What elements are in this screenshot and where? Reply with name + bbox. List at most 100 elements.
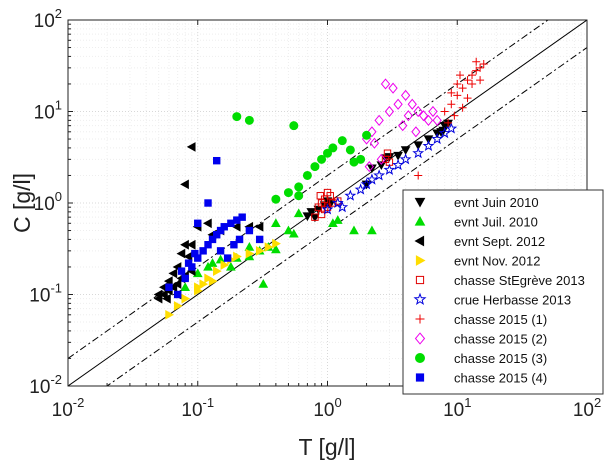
data-point	[376, 153, 386, 165]
data-point	[191, 249, 199, 258]
data-point	[306, 208, 317, 217]
data-point	[173, 290, 182, 299]
legend: evnt Juin 2010 evnt Juil. 2010 evnt Sept. …	[402, 189, 604, 395]
data-point	[432, 114, 442, 126]
data-point	[356, 154, 366, 164]
data-point	[455, 71, 464, 80]
y-tick-label: 102	[34, 6, 62, 32]
legend-label: chasse StEgrève 2013	[454, 273, 585, 288]
data-point	[393, 98, 403, 110]
data-point	[208, 235, 217, 244]
data-point	[413, 141, 424, 151]
data-point	[177, 267, 186, 275]
data-point	[199, 279, 209, 289]
data-point	[220, 260, 230, 270]
reference-line	[68, 20, 549, 359]
data-point	[172, 279, 182, 289]
data-point	[380, 78, 391, 90]
data-point	[328, 218, 338, 227]
legend-marker	[413, 292, 427, 306]
data-point	[302, 212, 313, 222]
data-point	[288, 228, 299, 238]
data-point	[231, 221, 241, 232]
data-point	[364, 161, 374, 173]
data-point	[400, 146, 411, 155]
data-point	[176, 248, 186, 259]
data-point	[476, 63, 485, 72]
data-point	[271, 194, 281, 204]
data-point	[232, 112, 242, 122]
data-point	[181, 293, 191, 304]
data-point	[447, 88, 456, 97]
data-point	[444, 118, 453, 127]
data-point	[323, 148, 332, 158]
data-point	[213, 231, 221, 239]
legend-label: chasse 2015 (1)	[454, 312, 547, 327]
series-group	[414, 57, 488, 180]
data-point	[326, 192, 334, 200]
data-point	[374, 114, 384, 126]
legend-label: chasse 2015 (2)	[454, 332, 547, 347]
x-tick-label: 10-2	[52, 395, 85, 421]
data-point	[407, 98, 417, 110]
data-point	[159, 289, 168, 300]
data-point	[418, 110, 429, 122]
data-point	[202, 218, 212, 229]
data-point	[414, 171, 423, 180]
x-tick-label: 10-1	[181, 395, 214, 421]
legend-marker	[415, 314, 425, 324]
data-point	[220, 223, 228, 231]
data-point	[349, 225, 359, 235]
data-point	[245, 248, 255, 259]
legend-marker	[415, 275, 425, 285]
data-point	[412, 146, 425, 159]
data-point	[283, 225, 294, 235]
data-point	[258, 279, 269, 288]
data-point	[208, 276, 218, 286]
legend-marker	[414, 332, 426, 345]
x-axis-label: T [g/l]	[298, 434, 355, 460]
data-point	[463, 76, 472, 85]
data-point	[332, 215, 343, 224]
data-point	[344, 189, 357, 201]
data-point	[168, 282, 178, 293]
data-point	[186, 239, 196, 250]
series-group	[361, 78, 442, 173]
data-point	[393, 151, 403, 161]
data-point	[400, 89, 411, 101]
legend-label: evnt Nov. 2012	[454, 254, 540, 269]
data-point	[173, 301, 183, 311]
data-point	[255, 235, 264, 244]
legend-label: chasse 2015 (3)	[454, 351, 547, 366]
data-point	[168, 268, 178, 279]
data-point	[445, 122, 458, 134]
data-point	[163, 276, 173, 286]
data-point	[194, 285, 203, 296]
data-point	[468, 71, 477, 80]
data-point	[413, 105, 423, 118]
data-point	[440, 107, 449, 116]
data-point	[388, 82, 398, 94]
data-point	[463, 94, 472, 103]
legend-marker	[415, 353, 425, 363]
data-point	[345, 145, 355, 155]
data-point	[283, 188, 293, 198]
data-point	[233, 251, 242, 262]
legend-label: crue Herbasse 2013	[454, 293, 571, 308]
data-point	[165, 283, 173, 291]
data-point	[453, 79, 462, 88]
data-point	[226, 261, 236, 271]
data-point	[192, 268, 203, 278]
data-point	[392, 158, 405, 171]
data-point	[329, 199, 337, 207]
x-tick-label: 100	[313, 395, 341, 421]
data-point	[245, 226, 254, 235]
data-point	[411, 126, 421, 138]
data-point	[438, 126, 451, 139]
data-point	[383, 149, 392, 157]
data-point	[447, 100, 456, 109]
x-tick-label: 101	[443, 395, 471, 421]
data-point	[238, 213, 246, 221]
series-group	[321, 122, 458, 215]
series-group	[165, 156, 264, 299]
